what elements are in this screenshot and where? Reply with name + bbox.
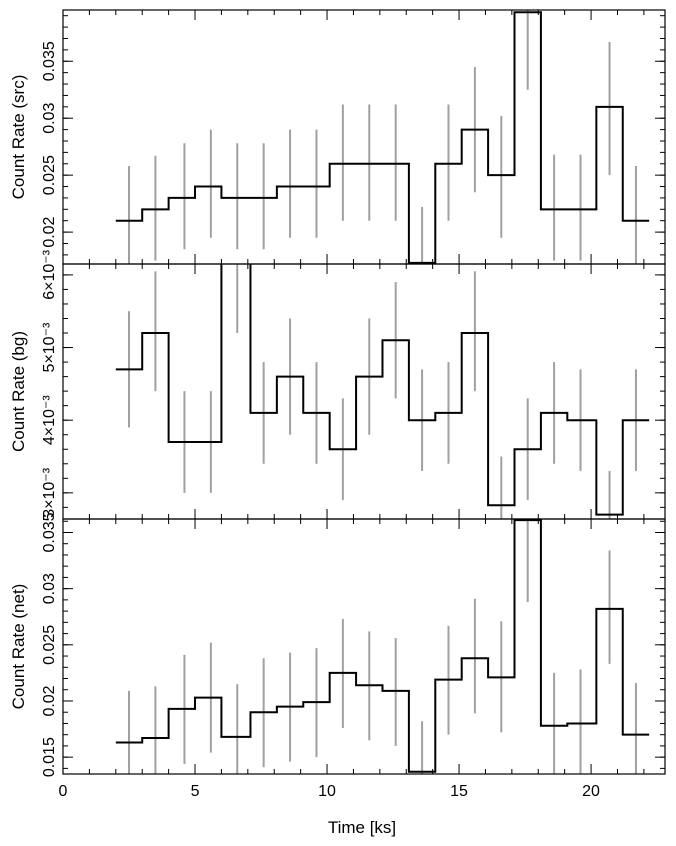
- x-axis-title: Time [ks]: [328, 818, 396, 837]
- panel-2: 3×10⁻³ 4×10⁻³ 5×10⁻³ 6×10⁻³ Count Rate (bg): [9, 249, 666, 520]
- panel-frame: [62, 9, 666, 265]
- x-tick-label: 0: [59, 783, 68, 800]
- y-tick-label: 0.03: [41, 573, 58, 604]
- x-tick-label: 5: [191, 783, 200, 800]
- panel-frame: [62, 518, 666, 775]
- panel-frame: [62, 263, 666, 520]
- y-tick-label: 0.035: [41, 41, 58, 81]
- series-step-line: [115, 264, 650, 516]
- y-tick-label: 0.025: [41, 625, 58, 665]
- y-tick-label: 5×10⁻³: [41, 322, 58, 372]
- x-tick-label: 20: [582, 783, 600, 800]
- x-tick-label: 15: [450, 783, 468, 800]
- error-bars: [128, 519, 637, 774]
- y-tick-label: 0.015: [41, 737, 58, 777]
- y-tick-label: 0.02: [41, 685, 58, 716]
- y-tick-label: 6×10⁻³: [41, 249, 58, 299]
- panel-3: 0.015 0.02 0.025 0.03 0.035 Count Rate (net): [9, 512, 666, 777]
- y-tick-label: 0.03: [41, 103, 58, 134]
- y-tick-label: 4×10⁻³: [41, 395, 58, 445]
- series-step-line: [115, 11, 650, 264]
- y-tick-label: 3×10⁻³: [41, 467, 58, 517]
- y-tick-label: 0.02: [41, 216, 58, 247]
- x-tick-label: 10: [318, 783, 336, 800]
- y-axis-title: Count Rate (bg): [9, 331, 28, 452]
- y-tick-label: 0.025: [41, 155, 58, 195]
- panel-1: 0.02 0.025 0.03 0.035 Count Rate (src): [9, 9, 666, 265]
- y-axis-title: Count Rate (src): [9, 75, 28, 200]
- y-tick-label: 0.035: [41, 512, 58, 552]
- error-bars: [128, 264, 637, 519]
- y-axis-title: Count Rate (net): [9, 584, 28, 710]
- series-step-line: [115, 519, 650, 773]
